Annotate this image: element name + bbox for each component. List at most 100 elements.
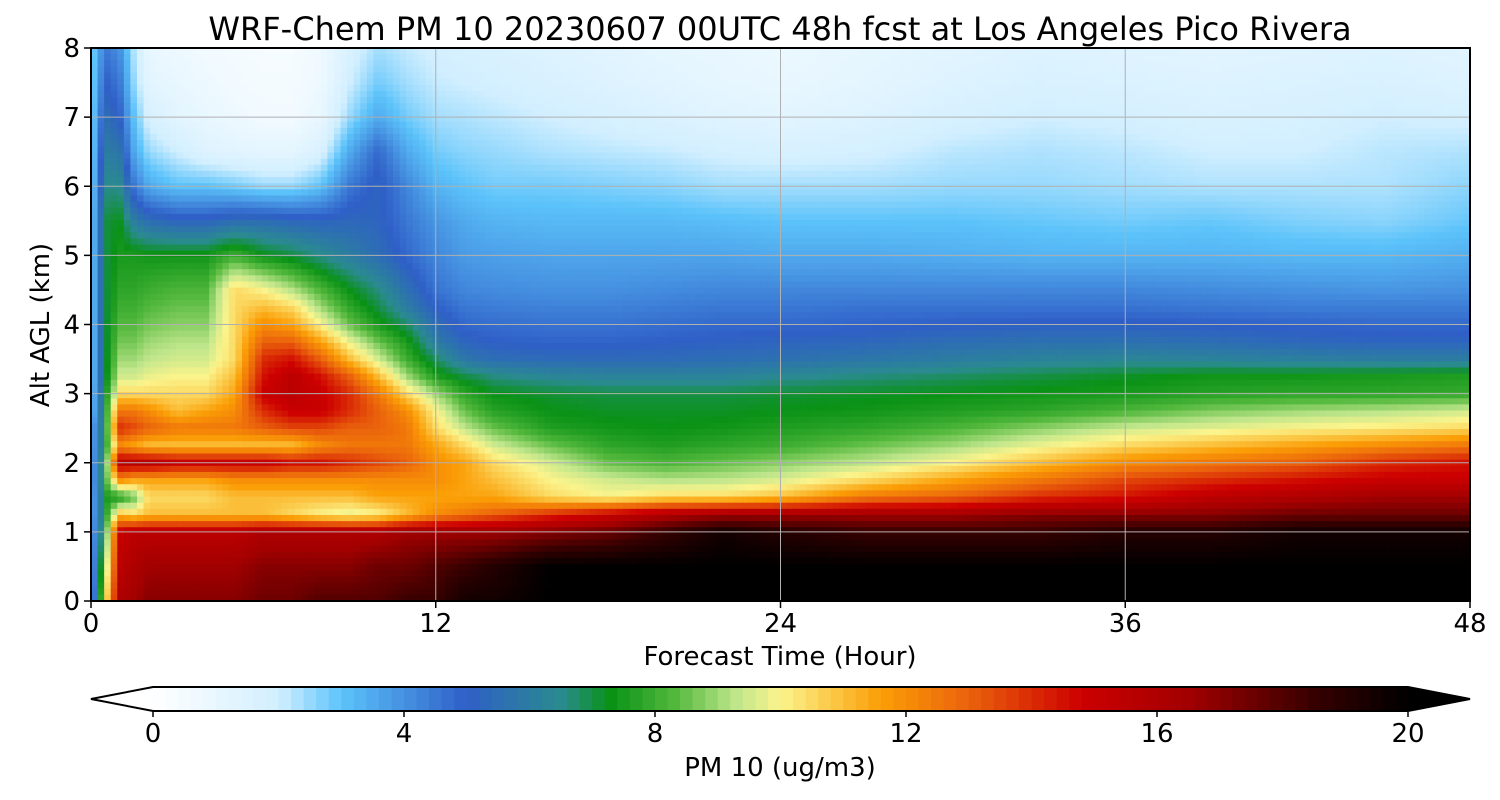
heat-cell <box>905 152 913 160</box>
heat-cell <box>879 164 887 172</box>
heat-cell <box>498 127 506 135</box>
heat-cell <box>294 177 302 184</box>
heat-cell <box>1141 177 1149 184</box>
heat-cell <box>1240 97 1248 104</box>
heat-cell <box>550 60 558 68</box>
heat-cell <box>242 60 250 68</box>
heat-cell <box>530 140 539 147</box>
heat-cell <box>662 164 670 172</box>
heat-cell <box>412 152 420 160</box>
heat-cell <box>787 158 795 166</box>
heat-cell <box>990 134 998 141</box>
heat-cell <box>793 127 801 135</box>
heat-cell <box>1286 121 1294 129</box>
heat-cell <box>557 152 565 160</box>
heat-cell <box>800 152 808 160</box>
heat-cell <box>353 177 361 184</box>
heat-cell <box>931 177 939 184</box>
heat-cell <box>537 84 545 92</box>
heat-cell <box>91 152 99 160</box>
heat-cell <box>537 140 545 147</box>
heat-cell <box>1030 103 1038 111</box>
heat-cell <box>360 115 368 123</box>
heat-cell <box>760 177 768 184</box>
heat-cell <box>1056 121 1064 129</box>
heat-cell <box>596 115 604 123</box>
heat-cell <box>570 91 578 98</box>
heat-cell <box>1194 91 1202 98</box>
heat-cell <box>511 78 519 86</box>
heat-cell <box>629 97 637 104</box>
heat-cell <box>596 66 604 74</box>
heat-cell <box>1371 48 1379 55</box>
heat-cell <box>629 115 637 123</box>
heat-cell <box>1345 91 1353 98</box>
heat-cell <box>143 78 151 86</box>
heat-cell <box>649 140 657 147</box>
heat-cell <box>209 48 217 55</box>
heat-cell <box>872 60 880 68</box>
heat-cell <box>970 164 979 172</box>
heat-cell <box>274 146 283 154</box>
heat-cell <box>471 48 480 55</box>
heat-cell <box>1030 146 1038 154</box>
heat-cell <box>340 170 348 178</box>
heat-cell <box>1240 177 1248 184</box>
heat-cell <box>964 78 972 86</box>
heat-cell <box>1089 121 1097 129</box>
heat-cell <box>176 54 184 61</box>
heat-cell <box>1397 48 1405 55</box>
heat-cell <box>327 78 335 86</box>
heat-cell <box>984 109 992 117</box>
heat-cell <box>603 134 611 141</box>
heat-cell <box>301 127 309 135</box>
heat-cell <box>452 97 460 104</box>
heat-cell <box>714 103 722 111</box>
heat-cell <box>668 146 677 154</box>
heat-cell <box>1279 54 1287 61</box>
heat-cell <box>393 189 401 197</box>
heat-cell <box>156 109 164 117</box>
heat-cell <box>425 170 434 178</box>
heat-cell <box>1325 170 1333 178</box>
heat-cell <box>544 121 552 129</box>
heat-cell <box>800 170 808 178</box>
heat-cell <box>1364 48 1373 55</box>
heat-cell <box>997 152 1005 160</box>
heat-cell <box>511 170 519 178</box>
heat-cell <box>1358 97 1366 104</box>
heat-cell <box>1056 146 1064 154</box>
heat-cell <box>1049 170 1057 178</box>
heat-cell <box>143 121 151 129</box>
heat-cell <box>951 91 959 98</box>
heat-cell <box>163 97 171 104</box>
heat-cell <box>524 146 532 154</box>
heat-cell <box>1358 72 1366 80</box>
heat-cell <box>727 60 736 68</box>
heat-cell <box>1076 177 1084 184</box>
heat-cell <box>1240 134 1248 141</box>
heat-cell <box>136 158 145 166</box>
heat-cell <box>806 177 814 184</box>
heat-cell <box>819 134 828 141</box>
heat-cell <box>760 97 768 104</box>
heat-cell <box>1213 91 1222 98</box>
heat-cell <box>997 54 1005 61</box>
heat-cell <box>511 84 519 92</box>
heat-cell <box>1187 109 1195 117</box>
heat-cell <box>1207 109 1215 117</box>
heat-cell <box>721 97 729 104</box>
heat-cell <box>662 189 670 197</box>
heat-cell <box>1161 84 1169 92</box>
heat-cell <box>307 97 315 104</box>
heat-cell <box>182 146 191 154</box>
heat-cell <box>261 78 269 86</box>
heat-cell <box>977 189 985 197</box>
heat-cell <box>104 78 112 86</box>
heat-cell <box>1187 189 1195 197</box>
heat-cell <box>320 140 328 147</box>
heat-cell <box>662 72 670 80</box>
heat-cell <box>373 140 381 147</box>
heat-cell <box>767 121 775 129</box>
